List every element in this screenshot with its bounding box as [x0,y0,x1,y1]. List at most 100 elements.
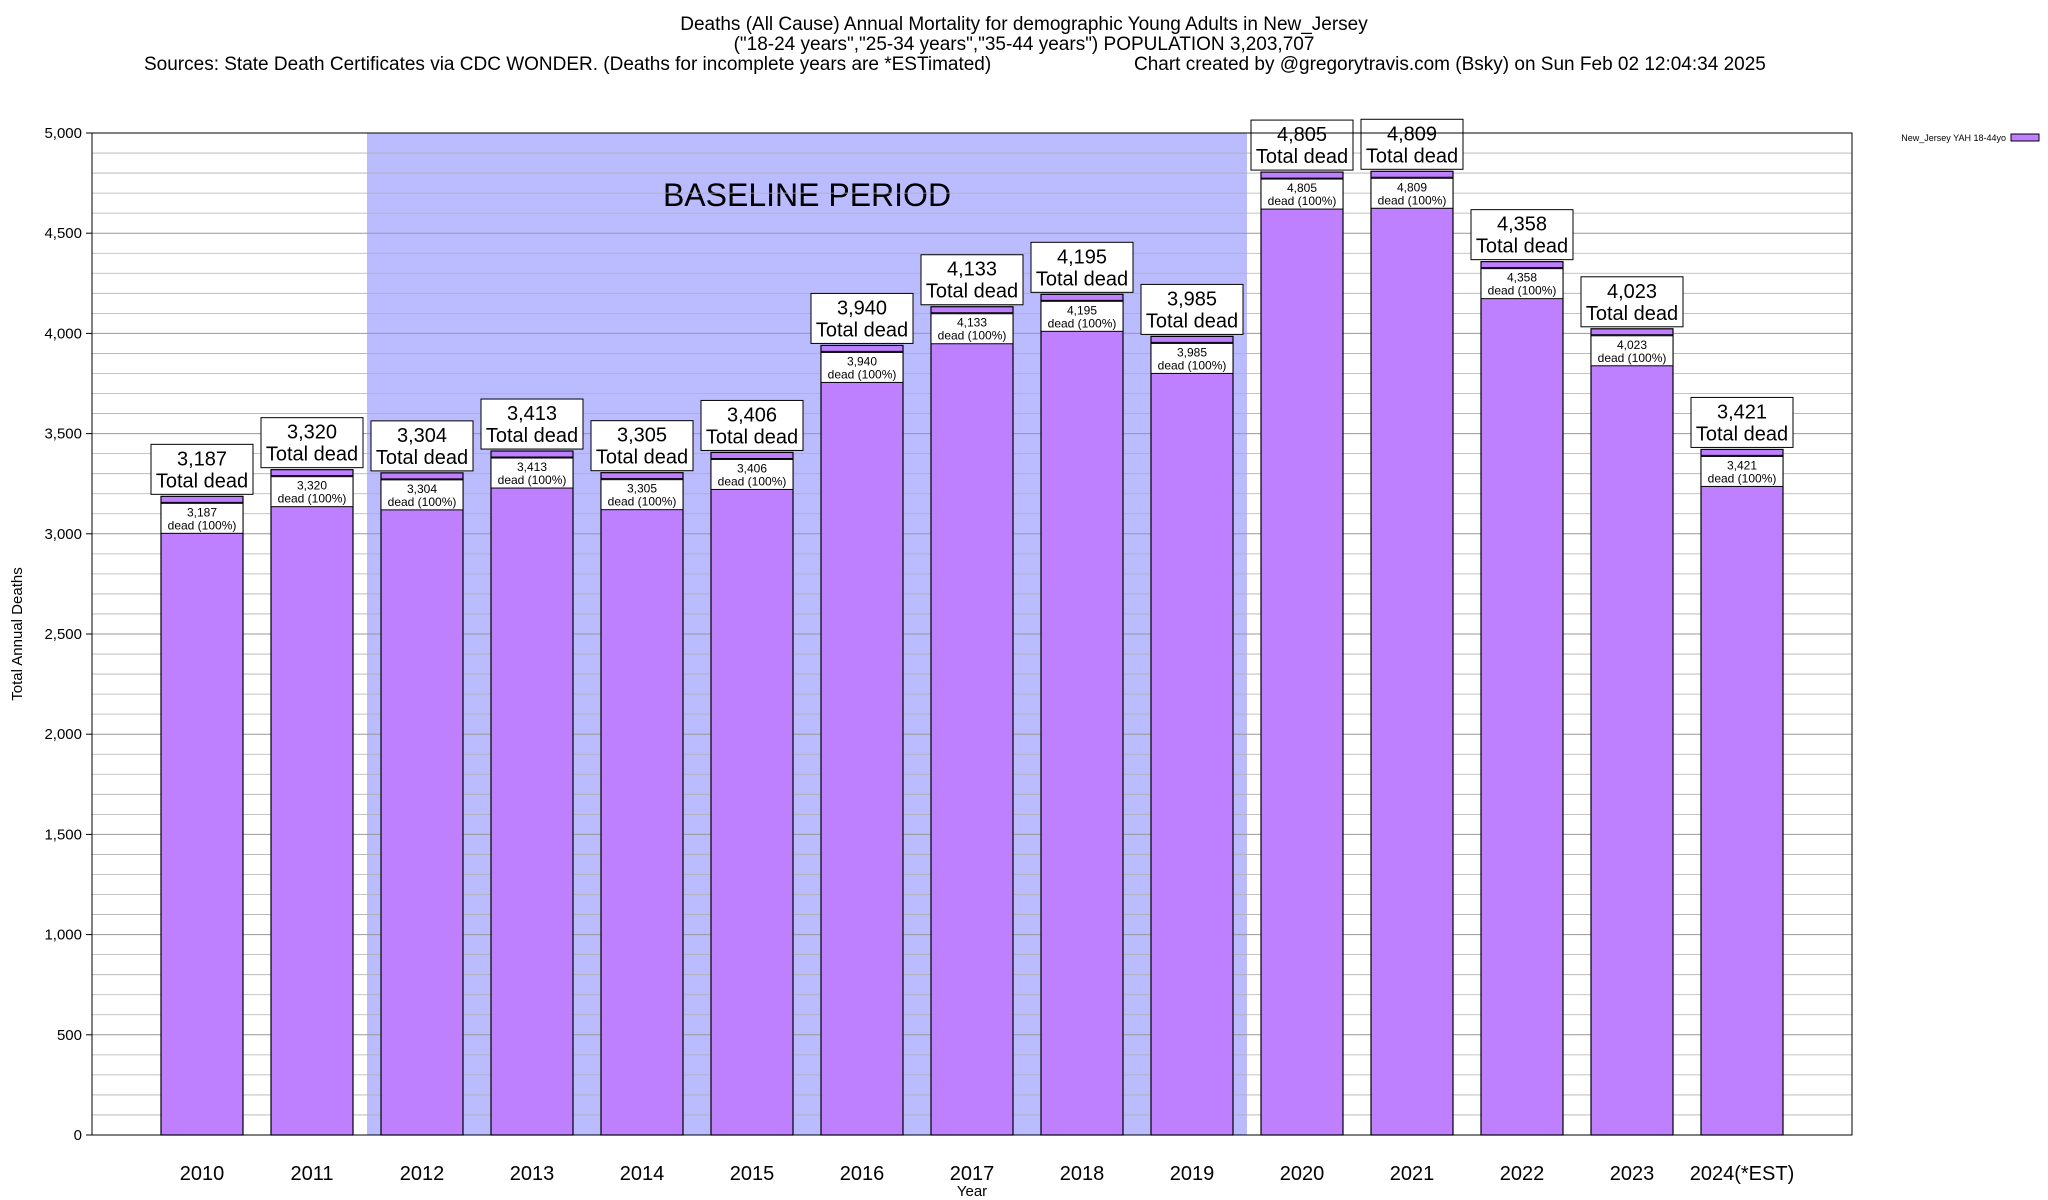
inner-label-box [1370,177,1454,209]
top-total-label: Total dead [376,447,468,469]
top-label-box [1580,276,1684,328]
y-tick-label: 1,500 [44,826,82,843]
inner-value-label: 3,421 [1727,458,1757,472]
top-label-box [480,398,584,450]
chart-sources: Sources: State Death Certificates via CD… [144,54,992,75]
inner-percent-label: dead (100%) [388,495,457,509]
x-axis-label: Year [957,1183,987,1200]
y-tick-label: 2,000 [44,726,82,743]
top-value-label: 4,805 [1277,124,1327,146]
inner-value-label: 3,187 [187,505,217,519]
top-total-label: Total dead [266,444,358,466]
inner-value-label: 3,985 [1177,345,1207,359]
inner-value-label: 3,305 [627,482,657,496]
inner-percent-label: dead (100%) [828,367,897,381]
inner-label-box [490,457,574,489]
inner-label-box [1260,178,1344,210]
inner-label-box [160,502,244,534]
top-value-label: 3,413 [507,403,557,425]
top-total-label: Total dead [926,281,1018,303]
legend-swatch [2010,133,2040,142]
bar-2016 [820,344,904,1136]
y-tick-label: 2,500 [44,626,82,643]
inner-percent-label: dead (100%) [1598,351,1667,365]
top-value-label: 4,195 [1057,246,1107,268]
bar-2012 [380,472,464,1136]
x-tick-label: 2010 [180,1163,225,1185]
top-total-label: Total dead [1256,146,1348,168]
top-value-label: 3,406 [727,404,777,426]
inner-percent-label: dead (100%) [718,474,787,488]
bar-2014 [600,472,684,1136]
x-tick-label: 2021 [1390,1163,1435,1185]
inner-percent-label: dead (100%) [168,518,237,532]
chart-subtitle: ("18-24 years","25-34 years","35-44 year… [733,34,1315,55]
inner-label-box [270,476,354,508]
top-value-label: 4,809 [1387,123,1437,145]
x-tick-label: 2016 [840,1163,885,1185]
top-value-label: 3,320 [287,422,337,444]
top-value-label: 3,421 [1717,401,1767,423]
legend-label: New_Jersey YAH 18-44yo [1901,133,2006,143]
inner-label-box [1040,300,1124,332]
inner-value-label: 3,320 [297,479,327,493]
bar-2020 [1260,171,1344,1136]
inner-value-label: 4,133 [957,316,987,330]
x-tick-label: 2019 [1170,1163,1215,1185]
x-tick-label: 2017 [950,1163,995,1185]
y-tick-label: 1,000 [44,927,82,944]
top-label-box [700,399,804,451]
top-label-box [1470,209,1574,261]
chart-credit: Chart created by @gregorytravis.com (Bsk… [1134,54,1766,75]
inner-label-box [1480,268,1564,300]
inner-percent-label: dead (100%) [498,473,567,487]
inner-value-label: 3,406 [737,461,767,475]
top-value-label: 4,358 [1497,214,1547,236]
top-total-label: Total dead [816,319,908,341]
y-tick-label: 4,500 [44,225,82,242]
bar-2013 [490,450,574,1136]
x-tick-label: 2012 [400,1163,445,1185]
top-total-label: Total dead [1366,145,1458,167]
bar-2017 [930,306,1014,1136]
top-value-label: 3,187 [177,448,227,470]
y-tick-label: 3,500 [44,426,82,443]
top-total-label: Total dead [1036,268,1128,290]
x-tick-label: 2022 [1500,1163,1545,1185]
x-tick-label: 2013 [510,1163,555,1185]
x-tick-label: 2023 [1610,1163,1655,1185]
y-tick-label: 3,000 [44,526,82,543]
top-label-box [150,443,254,495]
y-tick-label: 0 [74,1127,82,1144]
top-label-box [1360,118,1464,170]
top-value-label: 3,305 [617,425,667,447]
top-label-box [1140,283,1244,335]
inner-label-box [930,313,1014,345]
top-label-box [1690,396,1794,448]
x-tick-label: 2015 [730,1163,775,1185]
bar-2021 [1370,170,1454,1136]
top-label-box [920,254,1024,306]
inner-percent-label: dead (100%) [1708,471,1777,485]
inner-value-label: 4,358 [1507,271,1537,285]
top-total-label: Total dead [596,447,688,469]
inner-percent-label: dead (100%) [278,492,347,506]
y-axis-label: Total Annual Deaths [9,567,26,700]
y-tick-label: 500 [57,1027,82,1044]
x-tick-label: 2018 [1060,1163,1105,1185]
top-label-box [1030,241,1134,293]
x-tick-label: 2014 [620,1163,665,1185]
bar-2015 [710,451,794,1136]
bar-2011 [270,469,354,1136]
top-label-box [810,292,914,344]
top-label-box [590,420,694,472]
top-total-label: Total dead [706,426,798,448]
inner-percent-label: dead (100%) [608,495,677,509]
bar-2010 [160,495,244,1136]
top-value-label: 4,023 [1607,281,1657,303]
bar-2019 [1150,335,1234,1136]
chart-title: Deaths (All Cause) Annual Mortality for … [680,14,1368,35]
top-total-label: Total dead [1696,423,1788,445]
inner-label-box [710,458,794,490]
